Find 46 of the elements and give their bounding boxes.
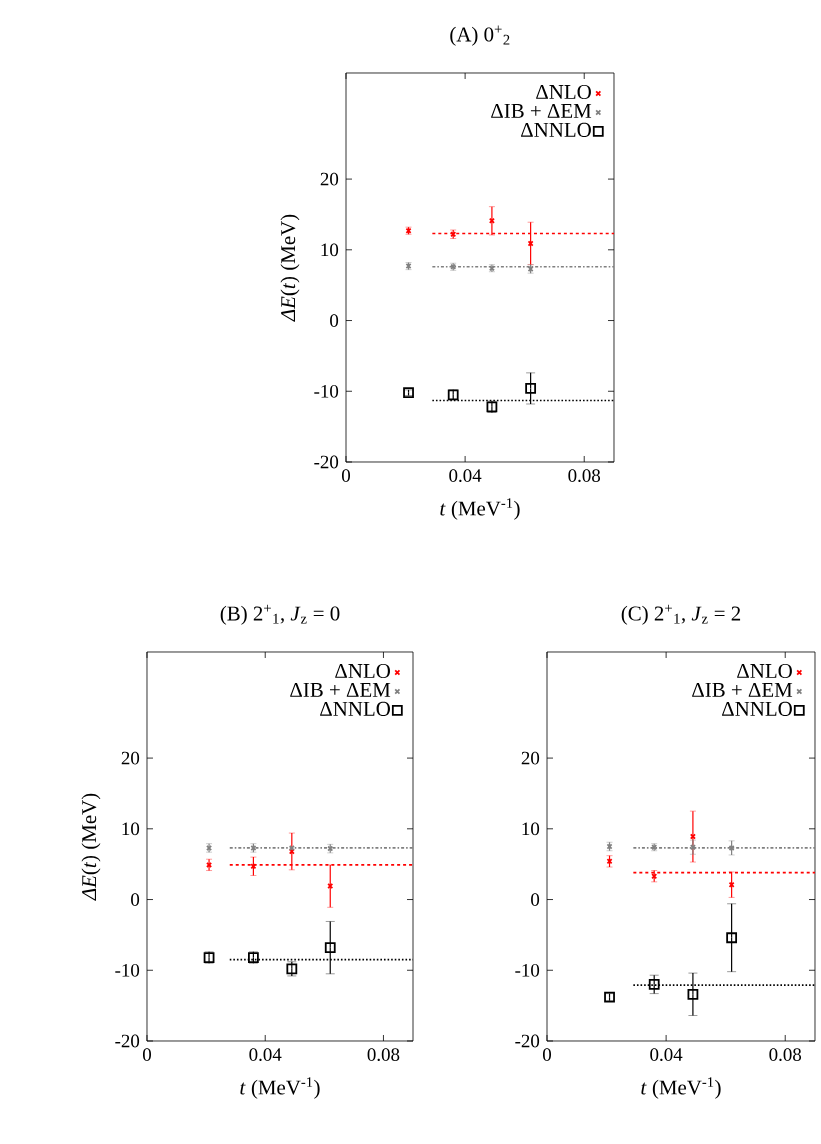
point (324, 942, 336, 954)
legend-label: ΔNLO (737, 663, 792, 679)
y-tick-label: -10 (115, 963, 140, 977)
x-tick-label: 0 (142, 1048, 151, 1061)
chart-title: (C) 2$^{+}$$_{1}$, J$_{z}$ = 2 (621, 604, 741, 625)
x-tick-label: 0.04 (249, 1048, 282, 1062)
y-tick-label: 0 (131, 893, 140, 906)
y-tick-label: 0 (531, 893, 540, 906)
y-tick-label: -10 (515, 963, 540, 977)
legend-label: ΔIB + ΔEM (692, 682, 793, 697)
y-tick-label: -20 (314, 455, 339, 469)
y-tick-label: 10 (122, 822, 140, 836)
x-axis-title: t (MeV$^{-1}$) (240, 1077, 320, 1099)
x-tick-label: 0 (542, 1048, 552, 1061)
y-tick-label: 10 (321, 243, 339, 257)
x-tick-label: 0.04 (650, 1048, 683, 1062)
legend-label: ΔIB + ΔEM (290, 682, 391, 697)
point (648, 979, 660, 990)
x-tick-label: 0.08 (367, 1048, 400, 1062)
y-tick-label: 20 (121, 751, 140, 765)
y-tick-label: 20 (320, 172, 339, 186)
y-tick-label: -20 (515, 1034, 540, 1048)
point (687, 988, 699, 1000)
legend-label: ΔNLO (335, 663, 390, 679)
point (726, 932, 738, 944)
chart-title: (A) 0$^{+}$2 (450, 25, 510, 46)
x-tick-label: 0.04 (449, 469, 482, 483)
y-axis-title: ΔE(t) (MeV) (280, 214, 300, 322)
x-tick-label: 0 (341, 469, 350, 482)
x-axis-title: t (MeV$^{-1}$) (440, 498, 520, 520)
y-tick-label: 20 (521, 751, 540, 765)
y-tick-label: 10 (522, 822, 540, 836)
legend-label: ΔNNLO (722, 701, 792, 716)
y-tick-label: 0 (330, 314, 339, 327)
legend-label: ΔNLO (536, 84, 591, 100)
y-tick-label: -20 (115, 1034, 140, 1048)
x-tick-label: 0.08 (769, 1048, 802, 1062)
chart-title: (B) 2$^{+}$$_{1}$, J$_{z}$ = 0 (220, 604, 340, 625)
legend-label: ΔIB + ΔEM (491, 103, 592, 118)
x-tick-label: 0.08 (568, 469, 601, 483)
point (525, 383, 537, 394)
legend-label: ΔNNLO (521, 122, 591, 137)
x-axis-title: t (MeV$^{-1}$) (641, 1077, 721, 1099)
y-axis-title: ΔE(t) (MeV) (81, 793, 101, 901)
legend-label: ΔNNLO (320, 701, 390, 716)
y-tick-label: -10 (314, 384, 339, 398)
